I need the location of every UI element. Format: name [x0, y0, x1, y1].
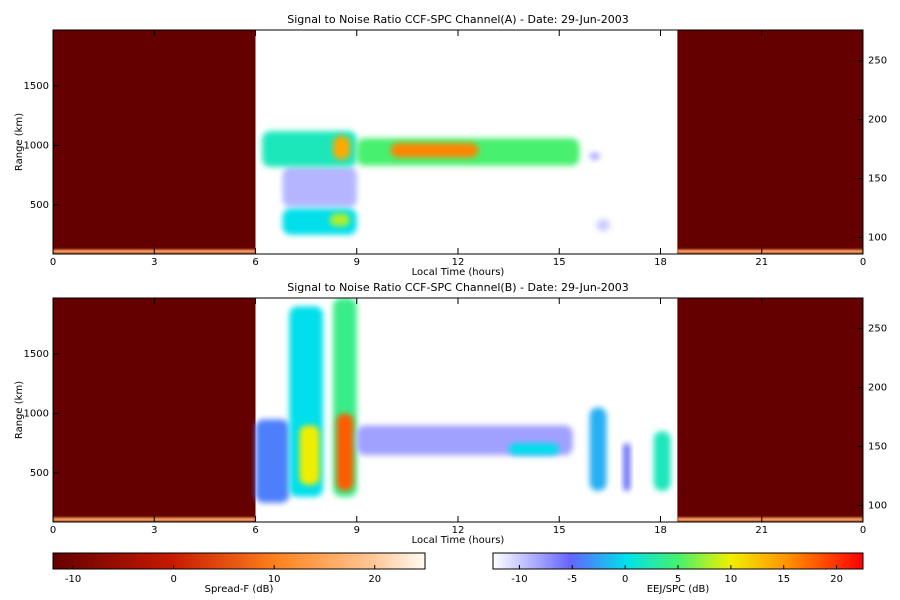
- eej-echo: [336, 413, 354, 491]
- y2-tick-label: 150: [868, 174, 887, 185]
- spread-f-region: [677, 30, 863, 254]
- colorbar-tick-label: 10: [268, 574, 281, 585]
- y2-tick-label: 150: [868, 442, 887, 453]
- eej-echo: [255, 419, 290, 503]
- spread-f-region: [53, 298, 256, 522]
- x-tick-label: 21: [755, 525, 768, 536]
- x-tick-label: 15: [553, 525, 566, 536]
- x-tick-label: 6: [252, 525, 258, 536]
- y-tick-label: 1000: [24, 140, 49, 151]
- y-tick-label: 1500: [24, 349, 49, 360]
- y-tick-label: 500: [30, 468, 49, 479]
- colorbar-tick-label: 20: [830, 574, 843, 585]
- y2-tick-label: 100: [868, 232, 887, 243]
- chart-title: Signal to Noise Ratio CCF-SPC Channel(B)…: [287, 281, 629, 294]
- y2-tick-label: 100: [868, 500, 887, 511]
- x-axis-label: Local Time (hours): [412, 267, 505, 278]
- x-tick-label: 9: [354, 257, 360, 268]
- colorbar-label: Spread-F (dB): [205, 584, 274, 595]
- colorbar-tick-label: -5: [567, 574, 577, 585]
- y-tick-label: 500: [30, 200, 49, 211]
- x-axis-label: Local Time (hours): [412, 535, 505, 546]
- x-tick-label: 12: [452, 257, 465, 268]
- y-axis-label: Range (km): [14, 113, 25, 171]
- x-tick-label: 0: [50, 257, 56, 268]
- colorbar-tick-label: 0: [170, 574, 176, 585]
- plot-area: [53, 298, 863, 522]
- eej-echo: [329, 213, 350, 227]
- y2-tick-label: 250: [868, 56, 887, 67]
- x-tick-label: 21: [755, 257, 768, 268]
- y2-tick-label: 200: [868, 115, 887, 126]
- eej-echo: [653, 431, 671, 491]
- colorbar-tick-label: 0: [622, 574, 628, 585]
- y-tick-label: 1000: [24, 408, 49, 419]
- colorbar-tick-label: 10: [724, 574, 737, 585]
- x-tick-label: 15: [553, 257, 566, 268]
- colorbar-tick-label: 15: [777, 574, 790, 585]
- eej-echo: [333, 135, 350, 160]
- eej-echo: [262, 131, 357, 167]
- y2-tick-label: 250: [868, 324, 887, 335]
- eej-echo: [623, 443, 631, 491]
- x-tick-label: 3: [151, 525, 157, 536]
- y2-tick-label: 200: [868, 383, 887, 394]
- x-tick-label: 3: [151, 257, 157, 268]
- eej-echo: [390, 143, 479, 158]
- eej-echo: [299, 425, 320, 485]
- colorbar-tick-label: 20: [368, 574, 381, 585]
- spread-f-region: [677, 298, 863, 522]
- colorbar-tick-label: -10: [65, 574, 81, 585]
- colorbar-tick-label: -10: [511, 574, 527, 585]
- colorbar-tick-label: 5: [675, 574, 681, 585]
- y-tick-label: 1500: [24, 81, 49, 92]
- x-tick-label: 12: [452, 525, 465, 536]
- x-tick-label: 6: [252, 257, 258, 268]
- x-tick-label: 18: [654, 257, 667, 268]
- spread-f-region: [53, 30, 256, 254]
- x-tick-label: 0: [50, 525, 56, 536]
- colorbar: [52, 552, 426, 570]
- colorbar-label: EEJ/SPC (dB): [647, 584, 710, 595]
- x-tick-label: 9: [354, 525, 360, 536]
- eej-echo: [596, 219, 610, 232]
- spread-f-region: [677, 517, 863, 522]
- spread-f-region: [677, 249, 863, 254]
- plot-area: [53, 30, 863, 254]
- x-tick-label: 18: [654, 525, 667, 536]
- eej-echo: [508, 443, 560, 456]
- x-tick-label: 0: [860, 257, 866, 268]
- y-axis-label: Range (km): [14, 381, 25, 439]
- eej-echo: [282, 166, 357, 208]
- x-tick-label: 0: [860, 525, 866, 536]
- eej-echo: [589, 407, 607, 491]
- chart-title: Signal to Noise Ratio CCF-SPC Channel(A)…: [287, 13, 628, 26]
- eej-echo: [589, 152, 600, 160]
